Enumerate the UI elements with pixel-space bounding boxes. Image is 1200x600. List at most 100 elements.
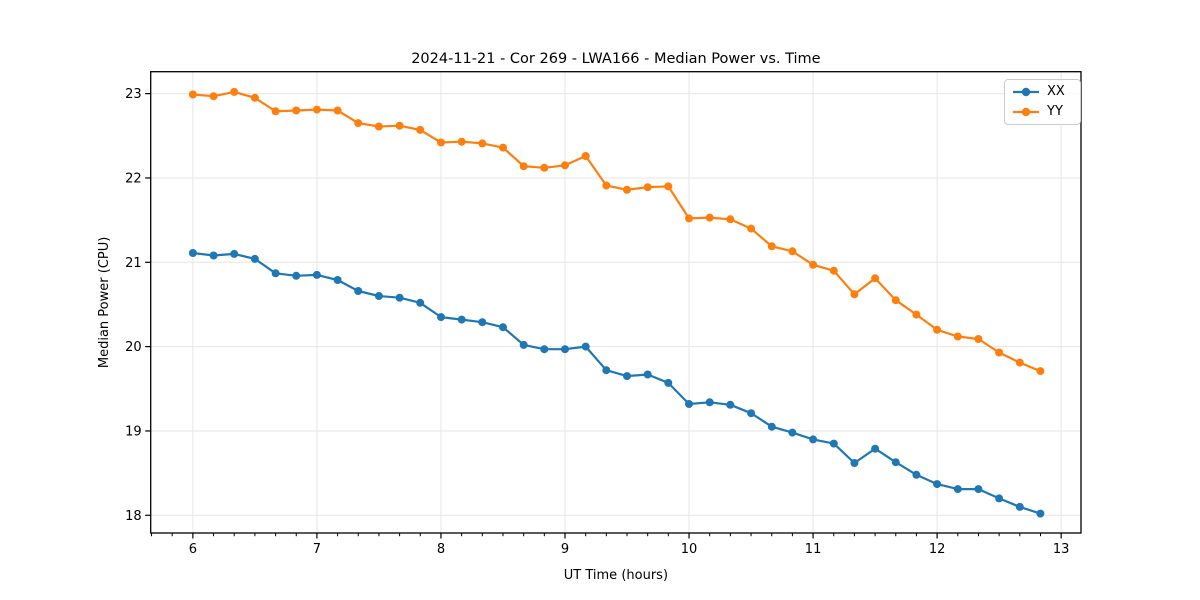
data-point-yy (953, 332, 962, 341)
data-point-yy (602, 181, 611, 190)
data-point-yy (581, 152, 590, 160)
data-point-yy (519, 162, 528, 171)
data-point-xx (829, 439, 838, 448)
data-point-yy (478, 139, 487, 148)
data-point-xx (747, 409, 756, 418)
data-point-xx (499, 323, 507, 332)
data-point-yy (809, 260, 818, 269)
legend-swatch-yy-line-icon (1013, 107, 1039, 117)
data-point-xx (1015, 502, 1024, 511)
axes-layer (145, 71, 1082, 539)
data-point-xx (540, 345, 549, 354)
data-point-xx (933, 480, 942, 489)
data-point-xx (685, 400, 693, 408)
data-point-xx (809, 435, 818, 444)
y-tick-label: 22 (125, 171, 142, 186)
data-point-xx (292, 271, 301, 280)
data-point-yy (974, 335, 983, 343)
data-point-yy (664, 182, 673, 191)
data-point-xx (891, 458, 900, 467)
x-tick-label: 10 (681, 542, 698, 557)
data-point-xx (581, 342, 590, 351)
data-point-xx (974, 485, 983, 494)
data-point-xx (457, 315, 466, 324)
data-point-yy (1036, 367, 1045, 376)
y-tick-label: 18 (125, 509, 142, 524)
data-point-xx (664, 378, 673, 387)
data-point-yy (685, 214, 693, 223)
x-tick-label: 6 (189, 542, 197, 557)
data-point-yy (623, 185, 631, 194)
data-point-yy (271, 107, 280, 116)
legend-swatch-xx-line-icon (1013, 87, 1039, 97)
data-point-xx (953, 485, 962, 494)
legend: XX YY (1004, 79, 1081, 125)
data-point-xx (478, 318, 487, 327)
legend-item-xx: XX (1012, 83, 1074, 101)
data-point-xx (602, 366, 611, 375)
data-point-xx (871, 444, 880, 453)
data-point-yy (540, 163, 549, 172)
data-point-xx (788, 428, 797, 437)
data-point-xx (726, 400, 735, 409)
data-point-yy (395, 121, 404, 130)
legend-item-yy: YY (1012, 103, 1074, 121)
data-point-yy (374, 122, 383, 131)
data-point-xx (374, 292, 383, 300)
x-tick-label: 13 (1053, 542, 1070, 557)
data-point-xx (623, 372, 631, 381)
data-point-xx (271, 269, 280, 278)
y-tick-label: 19 (125, 424, 142, 439)
data-point-xx (209, 251, 218, 260)
data-point-yy (416, 125, 425, 134)
data-point-yy (643, 183, 652, 192)
data-point-yy (829, 266, 838, 275)
chart-title: 2024-11-21 - Cor 269 - LWA166 - Median P… (411, 51, 820, 67)
data-point-yy (933, 325, 942, 334)
x-tick-label: 8 (437, 542, 445, 557)
data-point-xx (995, 494, 1004, 503)
data-point-yy (188, 90, 197, 99)
data-point-yy (1015, 358, 1024, 367)
legend-label-yy: YY (1047, 104, 1063, 119)
data-point-xx (188, 249, 197, 257)
data-point-yy (250, 93, 259, 102)
data-point-yy (705, 213, 714, 222)
y-axis-label: Median Power (CPU) (97, 237, 112, 368)
x-tick-label: 11 (805, 542, 822, 557)
data-point-xx (354, 287, 363, 295)
data-point-xx (561, 345, 569, 354)
data-point-yy (354, 119, 363, 128)
legend-label-xx: XX (1047, 84, 1065, 99)
x-tick-label: 9 (561, 542, 569, 557)
x-tick-label: 7 (313, 542, 321, 557)
data-point-xx (850, 459, 859, 467)
data-point-yy (561, 161, 569, 170)
data-point-yy (726, 215, 735, 224)
data-point-xx (767, 422, 776, 431)
data-point-xx (230, 249, 239, 258)
y-tick-label: 20 (125, 340, 142, 355)
data-point-yy (850, 290, 859, 299)
data-point-yy (499, 143, 507, 152)
data-point-yy (437, 138, 445, 147)
data-point-xx (250, 254, 259, 263)
data-point-xx (912, 470, 921, 479)
y-tick-label: 23 (125, 87, 142, 102)
data-point-yy (912, 310, 921, 319)
data-point-yy (995, 348, 1004, 357)
data-point-xx (519, 340, 528, 349)
data-point-yy (333, 106, 342, 115)
grid-layer (150, 71, 1081, 533)
data-point-xx (705, 398, 714, 407)
data-point-yy (891, 296, 900, 305)
data-point-xx (333, 276, 342, 284)
data-point-yy (747, 224, 756, 233)
plot-border (150, 71, 1082, 534)
data-point-yy (457, 137, 466, 146)
data-point-xx (312, 270, 321, 279)
data-point-yy (767, 242, 776, 251)
data-point-yy (209, 92, 218, 101)
x-axis-label: UT Time (hours) (564, 568, 668, 583)
